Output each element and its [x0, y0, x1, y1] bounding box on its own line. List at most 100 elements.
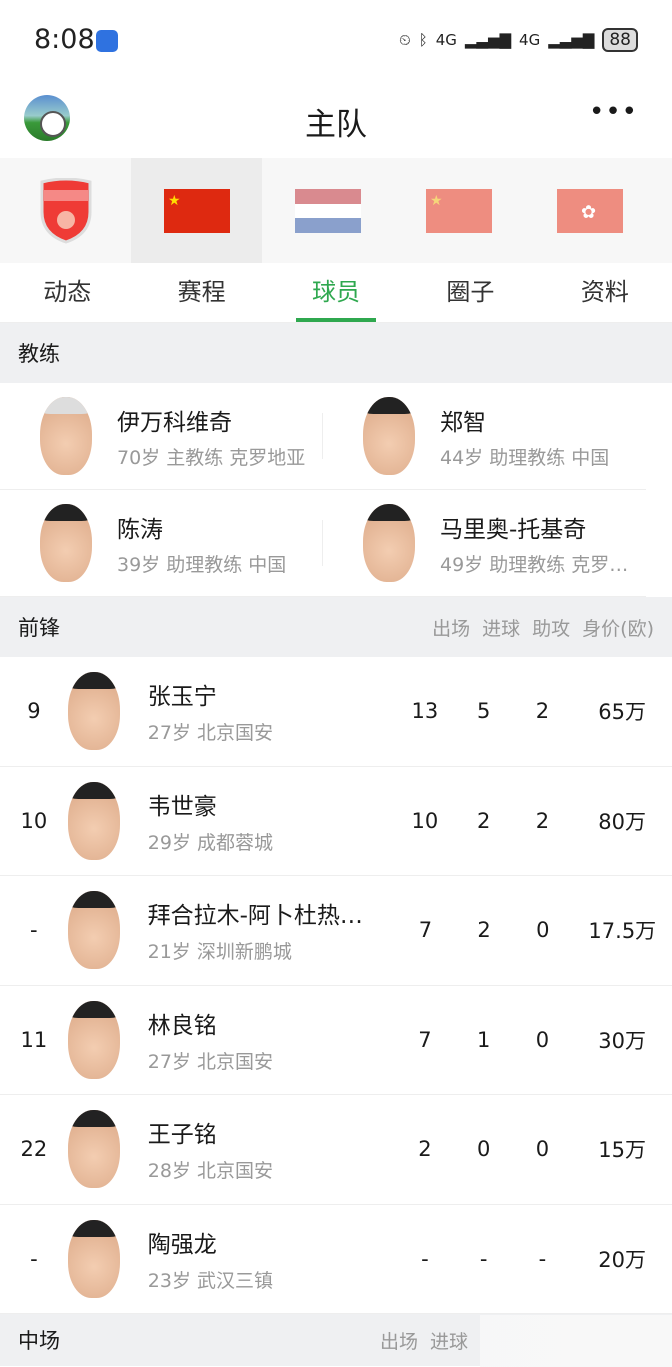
tab-schedule[interactable]: 赛程 — [177, 278, 226, 306]
avatar — [67, 891, 120, 970]
avatar — [67, 1110, 120, 1189]
coach-name: 马里奥-托基奇 — [440, 516, 587, 543]
player-number: 11 — [20, 1027, 48, 1052]
tab-news[interactable]: 动态 — [43, 278, 92, 306]
status-icons: ⏲ ᛒ 4G ▂▃▅▇ 4G ▂▃▅▇ 88 — [399, 28, 638, 52]
player-row[interactable]: - 陶强龙 23岁 武汉三镇 - - - 20万 — [0, 1205, 672, 1314]
svg-text:★: ★ — [430, 193, 443, 209]
forwards-section-header: 前锋 出场 进球 助攻 身价(欧) — [0, 597, 672, 657]
team-china[interactable]: ★ — [131, 158, 262, 263]
player-apps: - — [421, 1246, 429, 1271]
app-notification-icon — [96, 30, 118, 52]
coach-row: 陈涛 39岁 助理教练 中国 马里奥-托基奇 49岁 助理教练 克罗地亚 — [0, 490, 646, 597]
avatar — [67, 1000, 120, 1079]
player-row[interactable]: 22 王子铭 28岁 北京国安 2 0 0 15万 — [0, 1095, 672, 1205]
coaches-section-header: 教练 — [0, 323, 672, 383]
hong-kong-flag-icon: ✿ — [556, 188, 623, 233]
player-value: 15万 — [598, 1138, 647, 1163]
player-assists: 0 — [535, 1027, 550, 1052]
player-details: 23岁 武汉三镇 — [147, 1269, 273, 1292]
team-netherlands[interactable] — [262, 158, 393, 263]
player-apps: 7 — [418, 1027, 432, 1052]
avatar — [67, 1219, 120, 1298]
team-china-2[interactable]: ★ — [393, 158, 524, 263]
coach-details: 49岁 助理教练 克罗地亚 — [440, 553, 630, 576]
team-hong-kong[interactable]: ✿ — [524, 158, 655, 263]
player-value: 80万 — [598, 809, 647, 834]
tab-players[interactable]: 球员 — [269, 263, 403, 322]
player-number: 9 — [27, 699, 41, 724]
tab-info[interactable]: 资料 — [580, 278, 629, 306]
avatar — [40, 504, 92, 582]
player-goals: - — [479, 1246, 488, 1271]
team-arsenal[interactable] — [0, 158, 131, 263]
column-goals: 进球 — [429, 1330, 468, 1353]
player-value: 20万 — [598, 1247, 647, 1272]
china-flag-icon: ★ — [163, 188, 230, 233]
svg-text:★: ★ — [168, 193, 181, 209]
signal-icon: 4G — [519, 31, 541, 49]
player-assists: 0 — [535, 1137, 550, 1162]
coach-item[interactable]: 伊万科维奇 70岁 主教练 克罗地亚 — [0, 383, 323, 489]
page-title: 主队 — [305, 107, 367, 143]
avatar — [363, 504, 415, 582]
player-apps: 13 — [411, 699, 439, 724]
player-apps: 2 — [418, 1137, 432, 1162]
status-bar: 8:08 ⏲ ᛒ 4G ▂▃▅▇ 4G ▂▃▅▇ 88 — [0, 0, 672, 85]
avatar — [67, 672, 120, 751]
bluetooth-icon: ᛒ — [418, 31, 428, 49]
player-row[interactable]: 11 林良铭 27岁 北京国安 7 1 0 30万 — [0, 986, 672, 1095]
player-number: 10 — [20, 808, 48, 833]
player-assists: 2 — [535, 808, 550, 833]
team-selector: ★ ★ ✿ — [0, 158, 672, 263]
player-name: 拜合拉木-阿卜杜热西提 — [147, 903, 368, 930]
signal-bars-icon: ▂▃▅▇ — [548, 31, 595, 49]
watermark-overlay — [480, 1315, 672, 1367]
player-goals: 2 — [477, 918, 491, 943]
player-details: 27岁 北京国安 — [147, 722, 273, 745]
player-goals: 2 — [476, 808, 491, 833]
coach-item[interactable]: 陈涛 39岁 助理教练 中国 — [0, 490, 323, 596]
player-apps: 7 — [418, 918, 433, 943]
column-assists: 助攻 — [532, 617, 571, 640]
player-assists: 0 — [536, 918, 550, 943]
section-title: 教练 — [18, 342, 60, 366]
battery-icon: 88 — [602, 28, 638, 52]
player-assists: - — [538, 1246, 547, 1271]
player-goals: 1 — [476, 1027, 491, 1052]
coach-item[interactable]: 郑智 44岁 助理教练 中国 — [323, 383, 646, 489]
column-apps: 出场 — [432, 617, 471, 640]
clock: 8:08 — [34, 24, 95, 55]
player-goals: 5 — [476, 699, 491, 724]
player-row[interactable]: - 拜合拉木-阿卜杜热西提 21岁 深圳新鹏城 7 2 0 17.5万 — [0, 876, 672, 986]
svg-text:✿: ✿ — [581, 202, 596, 223]
coach-item[interactable]: 马里奥-托基奇 49岁 助理教练 克罗地亚 — [323, 490, 646, 596]
player-number: - — [30, 918, 38, 943]
china-flag-icon: ★ — [425, 188, 492, 233]
player-row[interactable]: 9 张玉宁 27岁 北京国安 13 5 2 65万 — [0, 657, 672, 767]
arsenal-crest-icon — [40, 177, 91, 244]
column-goals: 进球 — [482, 617, 521, 640]
coach-name: 伊万科维奇 — [117, 409, 232, 436]
coach-name: 陈涛 — [117, 516, 163, 543]
more-icon[interactable]: ••• — [588, 97, 638, 127]
player-name: 林良铭 — [147, 1012, 217, 1039]
player-name: 陶强龙 — [147, 1231, 217, 1258]
coach-details: 39岁 助理教练 中国 — [117, 553, 287, 576]
player-assists: 2 — [535, 699, 550, 724]
avatar — [40, 397, 92, 475]
player-goals: 0 — [476, 1137, 491, 1162]
player-value: 30万 — [598, 1028, 647, 1053]
player-name: 张玉宁 — [147, 684, 217, 711]
avatar — [363, 397, 415, 475]
player-details: 29岁 成都蓉城 — [147, 831, 273, 854]
tab-circle[interactable]: 圈子 — [446, 278, 495, 306]
team-logo-icon[interactable] — [24, 95, 70, 141]
signal-icon: 4G — [435, 31, 457, 49]
player-row[interactable]: 10 韦世豪 29岁 成都蓉城 10 2 2 80万 — [0, 767, 672, 876]
top-bar: 主队 ••• — [0, 85, 672, 158]
column-value: 身价(欧) — [582, 617, 654, 640]
player-name: 王子铭 — [147, 1122, 217, 1149]
tab-bar: 动态 赛程 球员 圈子 资料 — [0, 263, 672, 323]
section-title: 前锋 — [18, 616, 60, 640]
